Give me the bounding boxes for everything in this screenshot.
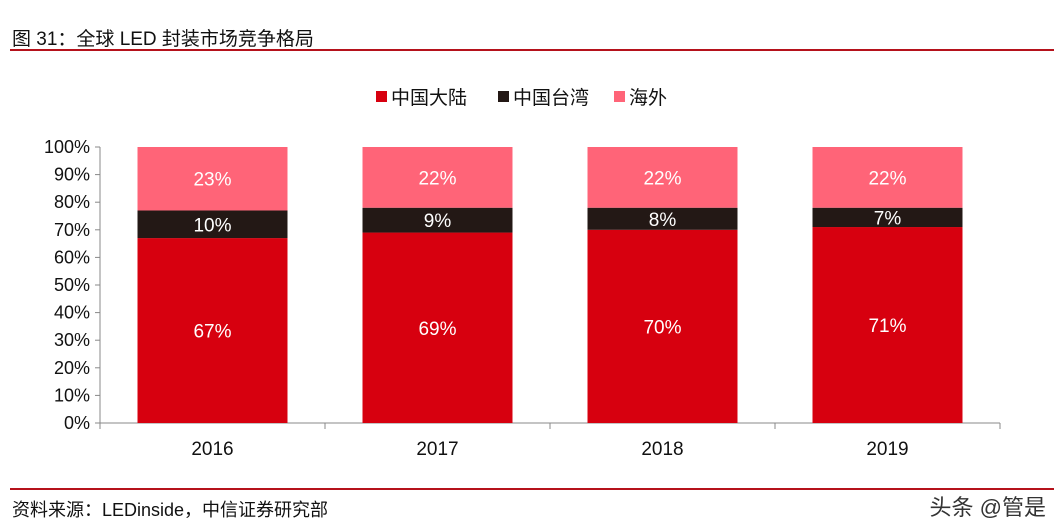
y-tick-label: 0% (64, 413, 90, 433)
y-tick-label: 10% (54, 385, 90, 405)
x-tick-label: 2017 (416, 439, 458, 460)
bar-segment (587, 229, 738, 423)
y-tick-label: 90% (54, 165, 90, 185)
source-divider (10, 488, 1054, 490)
legend-swatch (376, 91, 387, 102)
data-label: 9% (424, 211, 452, 232)
bar-segment (812, 227, 963, 423)
y-tick-label: 60% (54, 247, 90, 267)
bar-segment (812, 207, 963, 228)
data-label: 7% (874, 208, 902, 229)
bar-segment (137, 238, 288, 423)
y-tick-label: 50% (54, 275, 90, 295)
bar-segment (362, 207, 513, 233)
source-note: 资料来源：LEDinside，中信证券研究部 (12, 500, 329, 520)
x-tick-label: 2019 (866, 439, 908, 460)
data-label: 69% (418, 319, 456, 340)
legend-swatch (614, 91, 625, 102)
bar-segment (362, 147, 513, 208)
y-tick-label: 20% (54, 358, 90, 378)
x-tick-label: 2018 (641, 439, 683, 460)
figure-title: 图 31：全球 LED 封装市场竞争格局 (12, 29, 314, 50)
bar-segment (587, 147, 738, 208)
data-label: 70% (643, 317, 681, 338)
legend-label: 海外 (629, 87, 667, 109)
data-label: 23% (193, 170, 231, 191)
bar-segment (137, 147, 288, 211)
legend-label: 中国台湾 (513, 87, 589, 109)
data-label: 22% (868, 168, 906, 189)
y-tick-label: 40% (54, 303, 90, 323)
data-label: 8% (649, 210, 677, 231)
y-tick-label: 100% (44, 137, 90, 157)
data-label: 22% (643, 168, 681, 189)
bar-segment (587, 207, 738, 230)
data-label: 22% (418, 168, 456, 189)
data-label: 10% (193, 215, 231, 236)
x-tick-label: 2016 (191, 439, 233, 460)
title-divider (10, 49, 1054, 51)
stacked-bar-chart: 0% 10% 20% 30% 40% 50% 60% 70% 80% 90% 100% 67% 10% 2… (44, 87, 1001, 460)
y-tick-label: 80% (54, 192, 90, 212)
y-tick-label: 30% (54, 330, 90, 350)
bar-segment (137, 210, 288, 239)
legend-swatch (498, 91, 509, 102)
y-tick-label: 70% (54, 220, 90, 240)
bar-segment (812, 147, 963, 208)
data-label: 71% (868, 316, 906, 337)
watermark: 头条 @管是 (929, 495, 1046, 520)
legend-label: 中国大陆 (391, 87, 467, 109)
data-label: 67% (193, 322, 231, 343)
bar-segment (362, 232, 513, 423)
